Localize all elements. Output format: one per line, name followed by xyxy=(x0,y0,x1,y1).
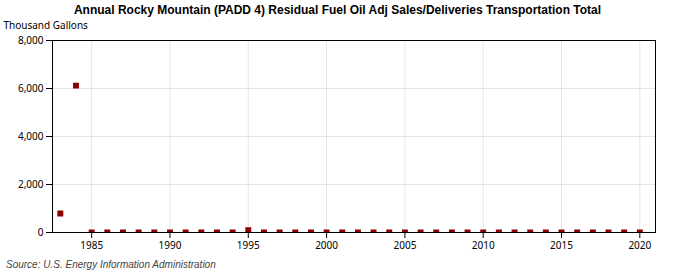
svg-text:8,000: 8,000 xyxy=(18,33,44,47)
svg-text:2,000: 2,000 xyxy=(18,177,44,191)
html-text:Source: U.S. Energy Informatio: Source: U.S. Energy Information Administ… xyxy=(6,259,216,270)
svg-text:2015: 2015 xyxy=(550,238,573,252)
svg-text:1985: 1985 xyxy=(80,238,103,252)
svg-text:2005: 2005 xyxy=(393,238,416,252)
svg-text:2010: 2010 xyxy=(472,238,495,252)
html-text:Annual Rocky Mountain (PADD 4): Annual Rocky Mountain (PADD 4) Residual … xyxy=(73,3,602,17)
svg-text:2020: 2020 xyxy=(628,238,651,252)
svg-text:Thousand Gallons: Thousand Gallons xyxy=(4,18,89,32)
svg-text:4,000: 4,000 xyxy=(18,129,44,143)
svg-text:1995: 1995 xyxy=(237,238,260,252)
svg-text:1990: 1990 xyxy=(159,238,182,252)
svg-text:0: 0 xyxy=(38,225,44,239)
svg-text:6,000: 6,000 xyxy=(18,81,44,95)
svg-text:2000: 2000 xyxy=(315,238,338,252)
